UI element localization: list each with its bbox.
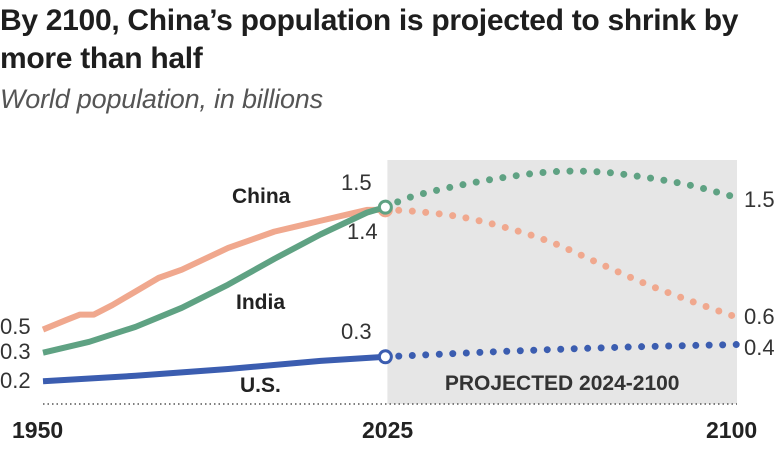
india-current-marker xyxy=(377,199,393,215)
us-historical-line xyxy=(42,353,386,385)
us-start-value-label: 0.2 xyxy=(0,368,31,393)
india-end-value-label: 1.5 xyxy=(744,187,775,212)
projection-shade xyxy=(387,160,737,404)
us-current-value-label: 0.3 xyxy=(341,319,372,344)
india-start-value-label: 0.3 xyxy=(0,339,31,364)
x-tick-label: 2100 xyxy=(706,417,757,443)
china-current-value-label: 1.4 xyxy=(347,219,378,244)
india-historical-line xyxy=(42,204,387,356)
chart-subtitle: World population, in billions xyxy=(0,84,323,114)
india-series-label: India xyxy=(236,291,285,314)
india-current-value-label: 1.5 xyxy=(341,170,372,195)
x-tick-label: 2025 xyxy=(362,417,413,443)
china-start-value-label: 0.5 xyxy=(0,314,31,339)
china-historical-line xyxy=(41,206,386,333)
us-current-marker xyxy=(377,349,393,365)
china-projected-line xyxy=(381,206,741,321)
projection-label: PROJECTED 2024-2100 xyxy=(445,372,680,395)
china-series-label: China xyxy=(232,185,291,208)
china-end-value-label: 0.6 xyxy=(744,304,775,329)
chart-title: By 2100, China’s population is projected… xyxy=(0,4,739,75)
us-series-label: U.S. xyxy=(240,374,281,397)
india-projected-line xyxy=(381,167,741,211)
us-end-value-label: 0.4 xyxy=(744,335,775,360)
x-tick-label: 1950 xyxy=(12,417,63,443)
us-projected-line xyxy=(381,341,741,361)
